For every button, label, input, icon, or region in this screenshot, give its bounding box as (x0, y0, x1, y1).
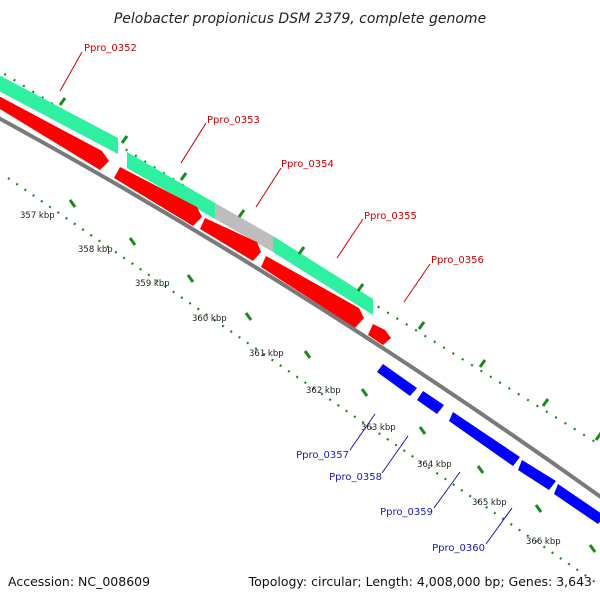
gene-label-ppro-0357[interactable]: Ppro_0357 (296, 450, 349, 461)
label-leader-line (433, 471, 461, 509)
label-leader-line (485, 507, 513, 545)
major-tick (297, 246, 306, 255)
gene-arrow-ppro-0360[interactable] (554, 484, 600, 524)
cds-feature-segment (127, 152, 215, 219)
label-leader-line (349, 413, 376, 451)
major-tick (58, 97, 67, 106)
gene-arrow-ppro-0354[interactable] (200, 218, 261, 261)
gene-arrow-ppro-0358[interactable] (417, 391, 444, 414)
major-tick (186, 274, 195, 283)
major-tick (594, 432, 600, 441)
major-tick (478, 359, 487, 368)
kbp-label: 362 kbp (306, 386, 341, 396)
major-tick (588, 544, 597, 553)
gene-arrow-ppro-0352[interactable] (0, 94, 109, 170)
major-tick (356, 283, 365, 292)
gene-arrow-ppro-0359-a[interactable] (449, 412, 520, 466)
gene-arrow-ppro-0353[interactable] (114, 167, 202, 226)
label-leader-line (255, 167, 282, 208)
gene-label-ppro-0359[interactable]: Ppro_0359 (380, 507, 433, 518)
gene-label-leaders (59, 51, 513, 545)
major-tick (534, 504, 543, 513)
major-tick (237, 209, 246, 218)
gene-label-ppro-0358[interactable]: Ppro_0358 (329, 472, 382, 483)
gene-label-ppro-0356[interactable]: Ppro_0356 (431, 255, 484, 266)
label-leader-line (381, 435, 409, 474)
kbp-label: 357 kbp (20, 211, 55, 221)
major-tick (476, 465, 485, 474)
gap-feature-segment (215, 203, 273, 252)
accession-text: Accession: NC_008609 (8, 574, 150, 589)
kbp-label: 358 kbp (78, 245, 113, 255)
gene-arrow-ppro-0355[interactable] (261, 256, 364, 328)
kbp-label: 364 kbp (417, 460, 452, 470)
reverse-gene-track (377, 364, 600, 524)
major-tick (417, 321, 426, 330)
major-tick (68, 199, 77, 208)
label-leader-line (336, 218, 364, 259)
major-tick (179, 172, 188, 181)
major-tick (120, 135, 129, 144)
major-tick (418, 426, 427, 435)
kbp-label: 361 kbp (249, 349, 284, 359)
major-tick (128, 237, 137, 246)
gene-arrow-ppro-0359-b[interactable] (518, 460, 556, 490)
label-leader-line (180, 122, 207, 164)
gene-label-ppro-0360[interactable]: Ppro_0360 (432, 543, 485, 554)
major-tick (360, 388, 369, 397)
genome-backbone (0, 116, 600, 499)
gene-label-ppro-0352[interactable]: Ppro_0352 (84, 43, 137, 54)
kbp-label: 360 kbp (192, 314, 227, 324)
gene-labels: Ppro_0352 Ppro_0353 Ppro_0354 Ppro_0355 Ppro… (84, 43, 485, 554)
kbp-label: 363 kbp (361, 423, 396, 433)
major-tick (541, 398, 550, 407)
major-tick (303, 350, 312, 359)
cds-feature-segment (0, 75, 118, 154)
gene-label-ppro-0353[interactable]: Ppro_0353 (207, 115, 260, 126)
kbp-label: 366 kbp (526, 537, 561, 547)
kbp-label: 359 kbp (135, 279, 170, 289)
major-tick-marks (58, 97, 600, 553)
gene-label-ppro-0354[interactable]: Ppro_0354 (281, 159, 334, 170)
label-leader-line (403, 263, 431, 303)
label-leader-line (59, 51, 83, 92)
topology-text: Topology: circular; Length: 4,008,000 bp… (248, 574, 592, 589)
cds-feature-segment (273, 236, 373, 315)
kbp-scale-labels: 357 kbp 358 kbp 359 kbp 360 kbp 361 kbp 362 k… (20, 211, 561, 547)
major-tick (244, 312, 253, 321)
gene-arrow-ppro-0356[interactable] (368, 324, 391, 345)
gene-arrow-ppro-0357[interactable] (377, 364, 417, 396)
map-title: Pelobacter propionicus DSM 2379, complet… (114, 11, 486, 27)
kbp-label: 365 kbp (472, 498, 507, 508)
gene-label-ppro-0355[interactable]: Ppro_0355 (364, 211, 417, 222)
cds-feature-track (0, 75, 373, 315)
forward-gene-track (0, 94, 391, 345)
